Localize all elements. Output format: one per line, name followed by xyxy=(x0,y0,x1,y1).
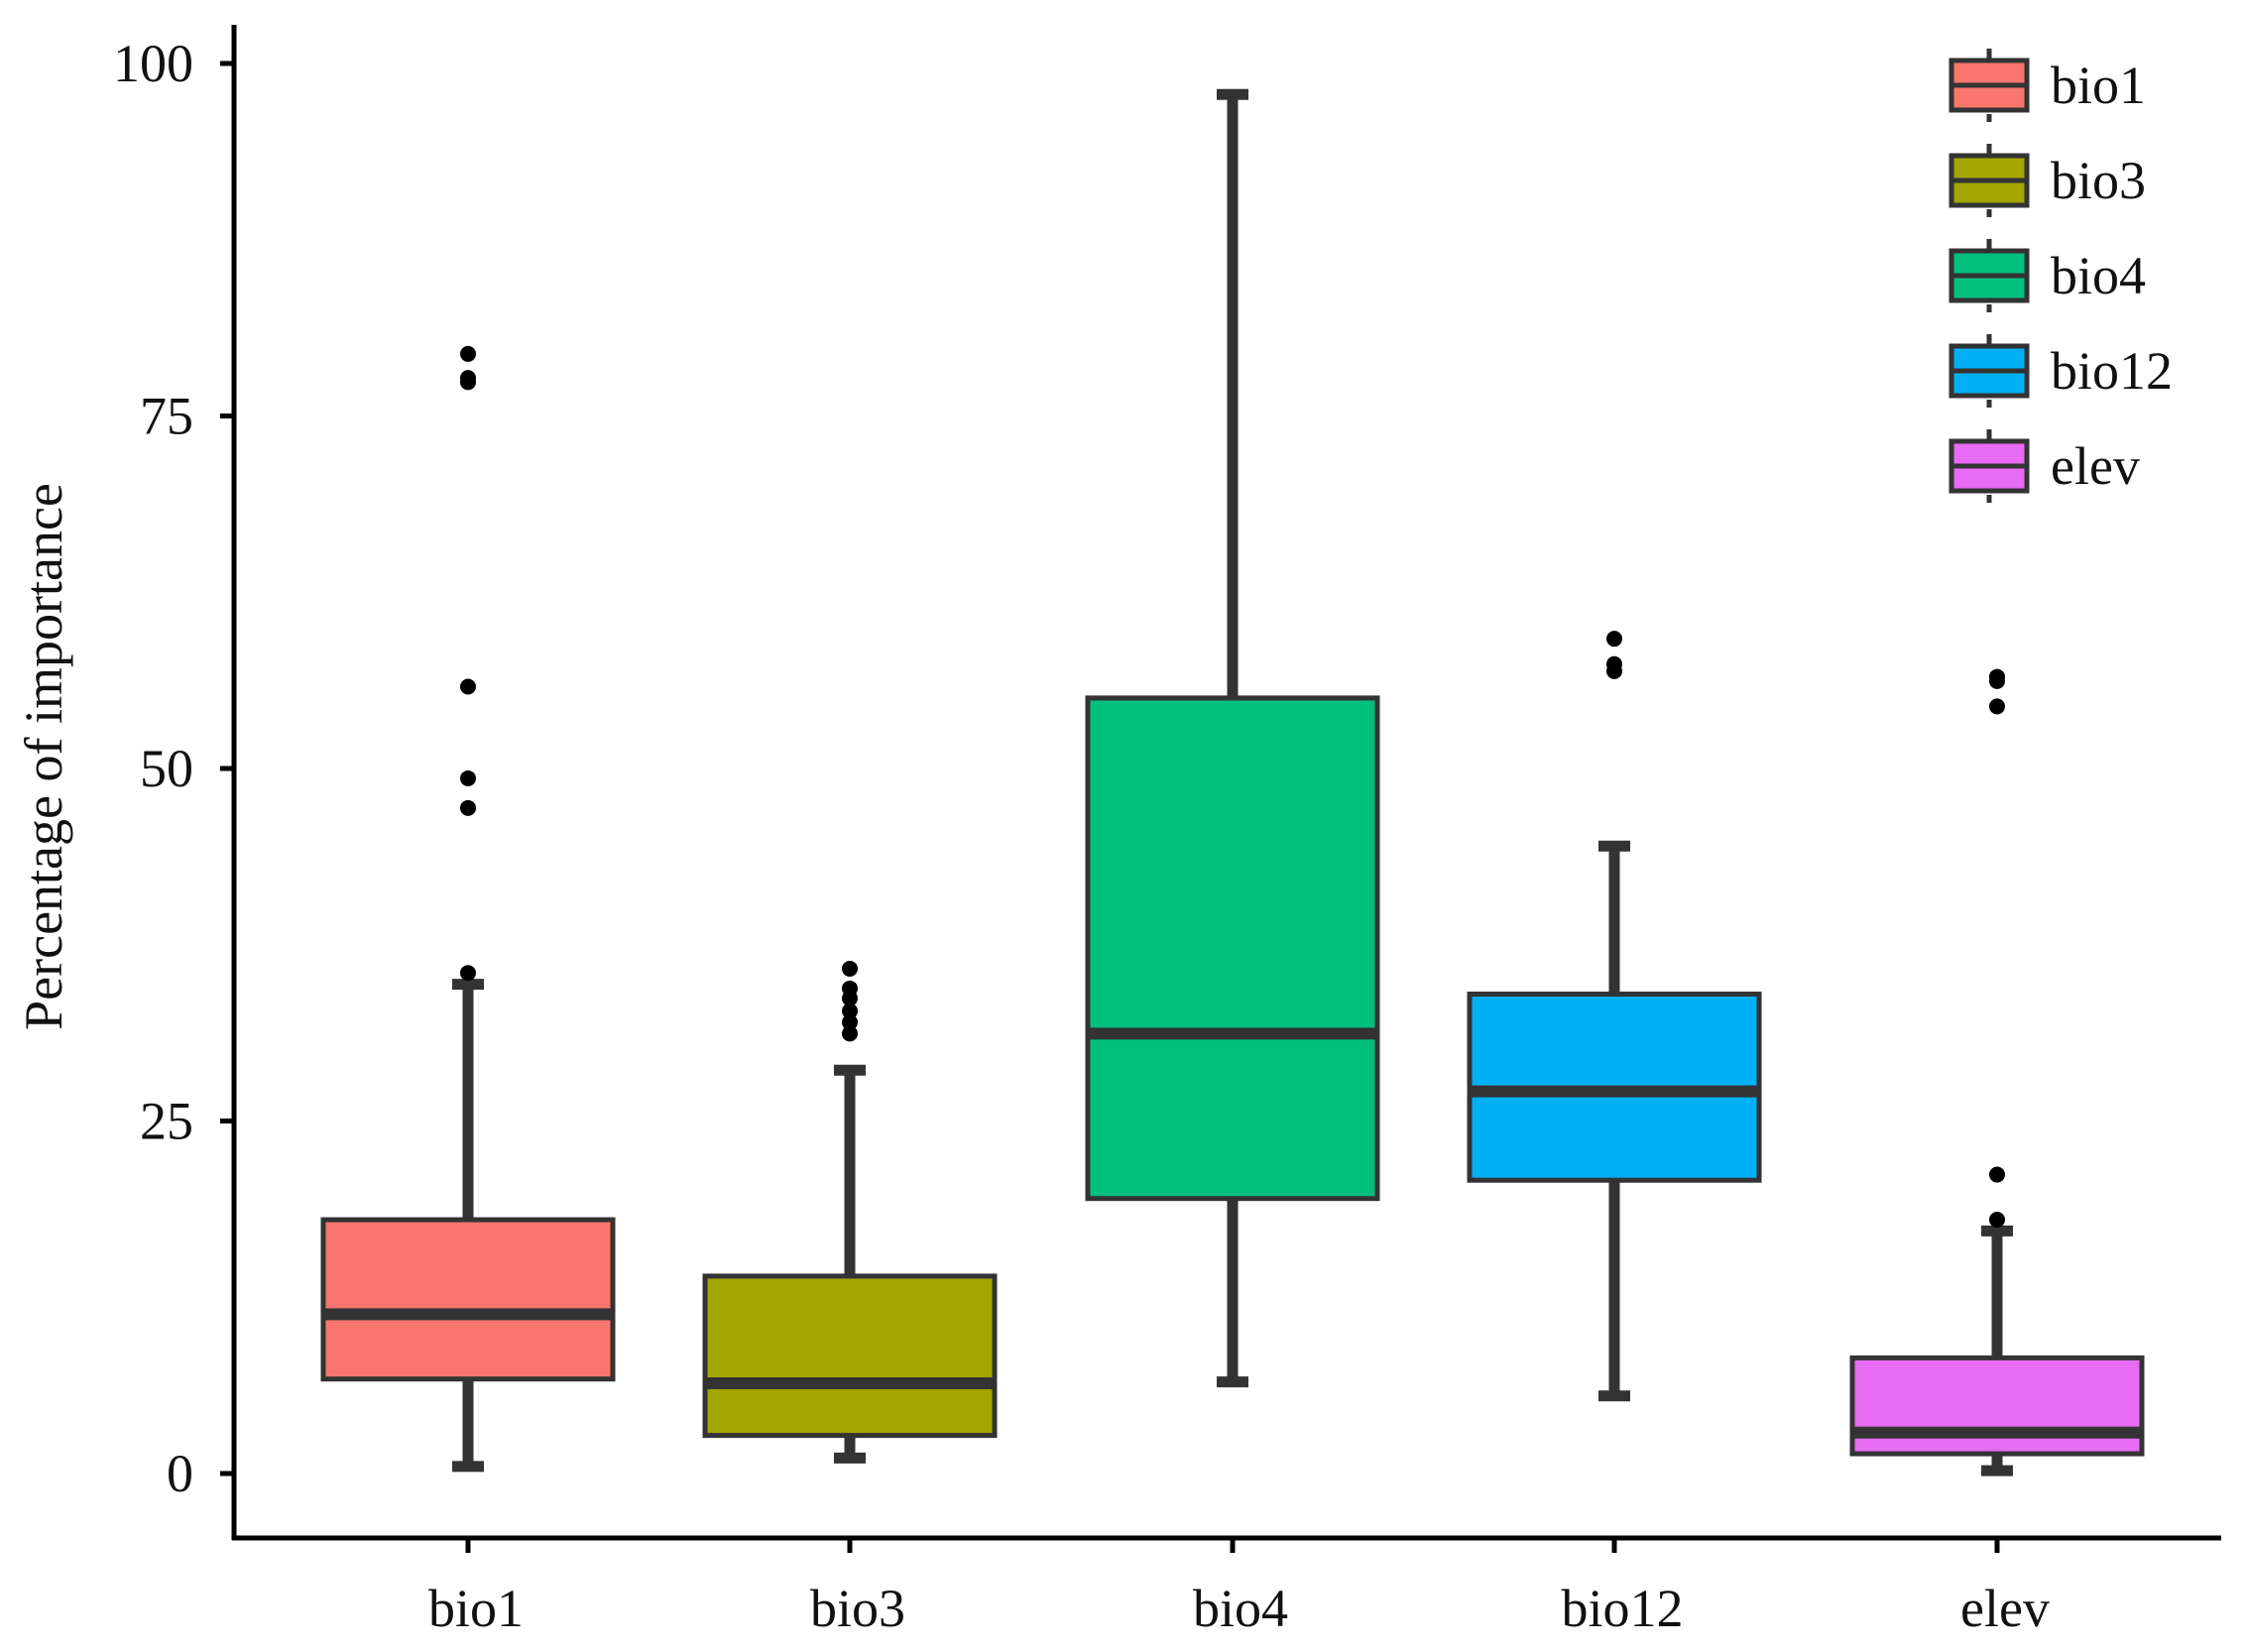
legend-item-bio3: bio3 xyxy=(1949,144,2146,217)
x-ticks: bio1 bio3 bio4 bio12 elev xyxy=(428,1538,2050,1638)
x-tick-label: bio4 xyxy=(1193,1579,1288,1638)
y-axis-title: Percentage of importance xyxy=(14,483,73,1030)
legend-item-bio12: bio12 xyxy=(1949,334,2173,408)
box-bio12 xyxy=(1467,631,1762,1402)
box-elev xyxy=(1849,668,2145,1476)
outlier-point xyxy=(1989,1212,2005,1229)
legend-item-bio4: bio4 xyxy=(1949,239,2146,312)
outlier-point xyxy=(460,799,476,816)
outlier-point xyxy=(1606,655,1622,672)
x-tick-label: elev xyxy=(1960,1579,2050,1638)
x-tick-label: bio12 xyxy=(1561,1579,1683,1638)
box-body xyxy=(702,1273,998,1439)
outlier-point xyxy=(1989,1166,2005,1183)
box-body xyxy=(320,1217,616,1382)
outlier-point xyxy=(842,1025,858,1042)
legend-label: bio4 xyxy=(2051,246,2146,305)
outlier-point xyxy=(842,1013,858,1030)
box-bio1 xyxy=(320,345,616,1473)
legend-label: bio3 xyxy=(2051,151,2146,210)
outlier-point xyxy=(460,345,476,362)
y-tick-label: 25 xyxy=(140,1092,193,1151)
outlier-point xyxy=(1606,631,1622,648)
outlier-point xyxy=(842,1003,858,1019)
x-tick-label: bio1 xyxy=(428,1579,524,1638)
outlier-point xyxy=(460,678,476,695)
legend-item-bio1: bio1 xyxy=(1949,49,2146,122)
outlier-point xyxy=(460,965,476,982)
outlier-point xyxy=(460,769,476,786)
outlier-point xyxy=(842,960,858,977)
box-body xyxy=(1849,1355,2145,1457)
legend-label: elev xyxy=(2051,436,2140,496)
outlier-point xyxy=(1989,698,2005,715)
outlier-point xyxy=(1989,668,2005,685)
x-tick-label: bio3 xyxy=(810,1579,905,1638)
legend: bio1 bio3 bio4 bio12 elev xyxy=(1949,49,2173,503)
y-tick-label: 0 xyxy=(167,1444,193,1503)
boxes xyxy=(320,88,2145,1476)
axes xyxy=(231,25,2221,1541)
legend-item-elev: elev xyxy=(1949,429,2140,503)
box-body xyxy=(1085,695,1380,1202)
outlier-point xyxy=(842,980,858,997)
y-tick-label: 75 xyxy=(140,387,193,446)
y-ticks: 0 25 50 75 100 xyxy=(113,34,234,1503)
legend-label: bio1 xyxy=(2051,56,2146,115)
y-tick-label: 100 xyxy=(113,34,193,93)
y-tick-label: 50 xyxy=(140,739,193,798)
outlier-point xyxy=(460,370,476,387)
box-bio3 xyxy=(702,960,998,1464)
box-bio4 xyxy=(1085,88,1380,1388)
legend-label: bio12 xyxy=(2051,341,2173,401)
